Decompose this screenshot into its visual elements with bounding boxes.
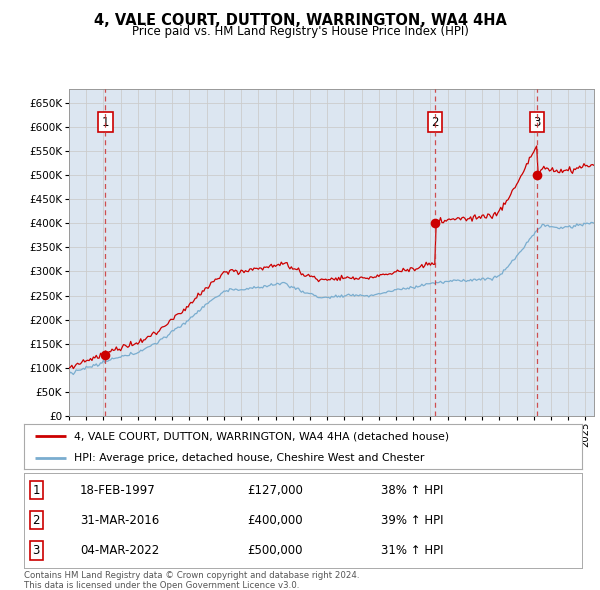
Text: Contains HM Land Registry data © Crown copyright and database right 2024.
This d: Contains HM Land Registry data © Crown c… [24, 571, 359, 590]
Text: 4, VALE COURT, DUTTON, WARRINGTON, WA4 4HA (detached house): 4, VALE COURT, DUTTON, WARRINGTON, WA4 4… [74, 431, 449, 441]
Text: 18-FEB-1997: 18-FEB-1997 [80, 484, 155, 497]
Text: 2: 2 [431, 116, 439, 129]
Text: Price paid vs. HM Land Registry's House Price Index (HPI): Price paid vs. HM Land Registry's House … [131, 25, 469, 38]
Text: 38% ↑ HPI: 38% ↑ HPI [381, 484, 443, 497]
Text: 4, VALE COURT, DUTTON, WARRINGTON, WA4 4HA: 4, VALE COURT, DUTTON, WARRINGTON, WA4 4… [94, 13, 506, 28]
Text: 1: 1 [32, 484, 40, 497]
Text: 3: 3 [32, 544, 40, 557]
Text: 3: 3 [533, 116, 541, 129]
Text: £500,000: £500,000 [247, 544, 303, 557]
Text: 2: 2 [32, 514, 40, 527]
Text: HPI: Average price, detached house, Cheshire West and Chester: HPI: Average price, detached house, Ches… [74, 453, 425, 463]
Text: 39% ↑ HPI: 39% ↑ HPI [381, 514, 443, 527]
Text: 31% ↑ HPI: 31% ↑ HPI [381, 544, 443, 557]
Text: £127,000: £127,000 [247, 484, 303, 497]
Text: 1: 1 [102, 116, 109, 129]
Text: 31-MAR-2016: 31-MAR-2016 [80, 514, 159, 527]
Text: £400,000: £400,000 [247, 514, 303, 527]
Text: 04-MAR-2022: 04-MAR-2022 [80, 544, 159, 557]
